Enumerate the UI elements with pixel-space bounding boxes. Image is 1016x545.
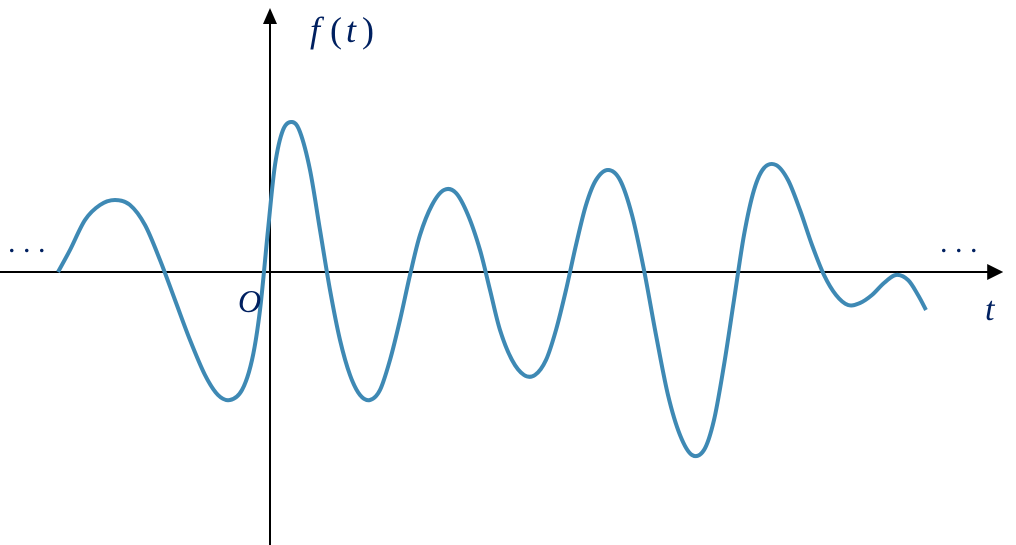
signal-curve (58, 122, 926, 456)
signal-chart: O f ( t ) t . . . . . . (0, 0, 1016, 545)
svg-text:): ) (362, 10, 374, 50)
origin-label: O (238, 283, 261, 319)
right-ellipsis: . . . (940, 226, 978, 259)
svg-text:(: ( (330, 10, 342, 50)
y-axis-arrow (263, 8, 277, 24)
svg-text:t: t (346, 10, 357, 50)
svg-text:f: f (310, 10, 325, 50)
x-axis-label: t (985, 291, 996, 328)
left-ellipsis: . . . (8, 226, 46, 259)
y-axis-label: f ( t ) (310, 10, 374, 50)
